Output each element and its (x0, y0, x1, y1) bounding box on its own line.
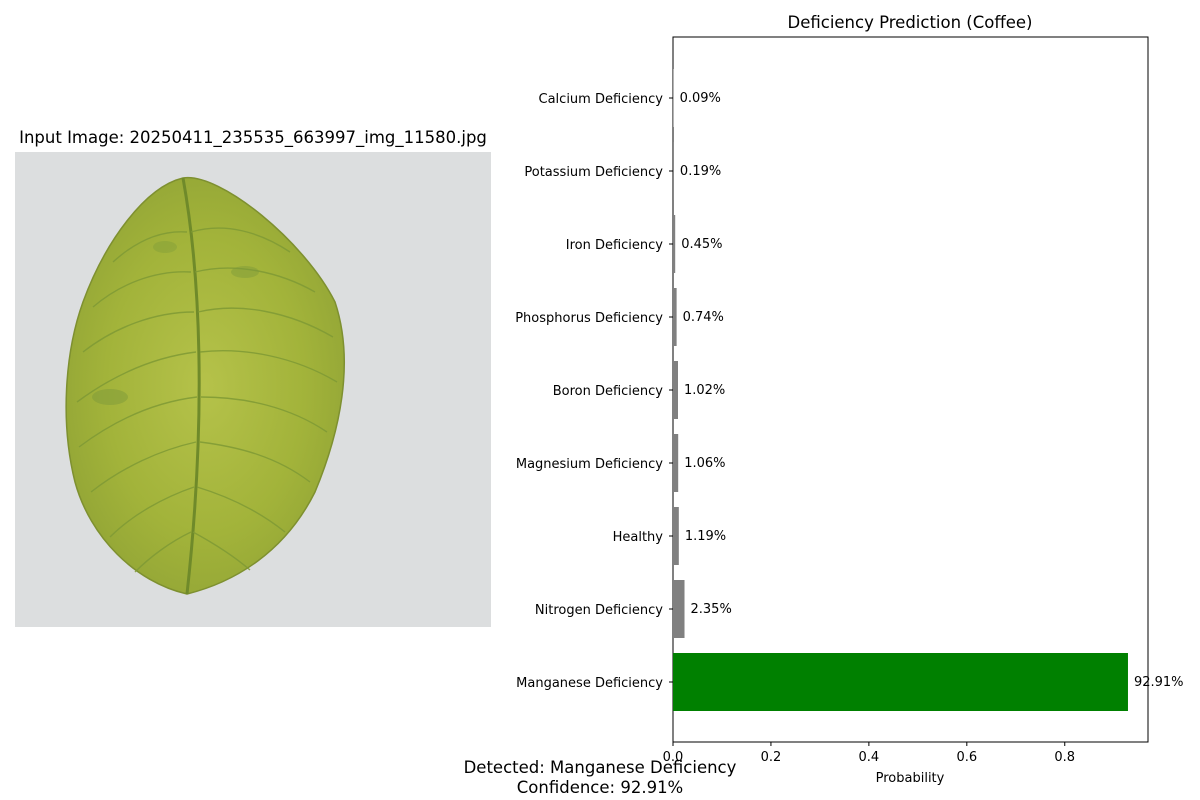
y-tick-label: Nitrogen Deficiency (535, 603, 663, 618)
result-summary: Detected: Manganese Deficiency Confidenc… (400, 758, 800, 798)
x-tick-label: 0.0 (663, 750, 684, 765)
x-tick-label: 0.6 (956, 750, 977, 765)
bar-phosphorus-deficiency (673, 288, 677, 346)
bar-value-label: 0.45% (681, 237, 722, 252)
x-tick-label: 0.4 (859, 750, 880, 765)
leaf-icon (65, 177, 346, 595)
y-tick-label: Potassium Deficiency (524, 165, 663, 180)
plot-frame (672, 36, 1149, 743)
x-axis-label: Probability (876, 771, 945, 786)
bar-value-label: 92.91% (1134, 675, 1184, 690)
bar-iron-deficiency (673, 215, 676, 273)
y-tick-label: Phosphorus Deficiency (515, 311, 663, 326)
bar-value-label: 0.09% (680, 91, 721, 106)
y-tick-label: Manganese Deficiency (516, 676, 663, 691)
x-tick-label: 0.8 (1054, 750, 1075, 765)
bar-value-label: 2.35% (691, 602, 732, 617)
chart-title: Deficiency Prediction (Coffee) (788, 13, 1033, 32)
input-image (15, 152, 491, 627)
confidence-text: Confidence: 92.91% (516, 778, 684, 797)
bar-potassium-deficiency (673, 142, 674, 200)
bar-value-label: 0.19% (680, 164, 721, 179)
y-tick-label: Healthy (613, 530, 664, 545)
bar-boron-deficiency (673, 361, 678, 419)
bar-value-label: 1.19% (685, 529, 726, 544)
bar-value-label: 1.02% (684, 383, 725, 398)
bar-value-label: 1.06% (684, 456, 725, 471)
detected-text: Detected: Manganese Deficiency (463, 758, 737, 777)
bar-value-label: 0.74% (683, 310, 724, 325)
bar-nitrogen-deficiency (673, 580, 685, 638)
image-title: Input Image: 20250411_235535_663997_img_… (19, 128, 487, 147)
bar-healthy (673, 507, 679, 565)
x-tick-label: 0.2 (761, 750, 782, 765)
bar-manganese-deficiency (673, 653, 1128, 711)
y-tick-label: Boron Deficiency (553, 384, 664, 399)
y-tick-label: Iron Deficiency (566, 238, 664, 253)
y-tick-label: Calcium Deficiency (539, 92, 664, 107)
bar-calcium-deficiency (673, 69, 674, 127)
bar-magnesium-deficiency (673, 434, 679, 492)
y-tick-label: Magnesium Deficiency (516, 457, 663, 472)
